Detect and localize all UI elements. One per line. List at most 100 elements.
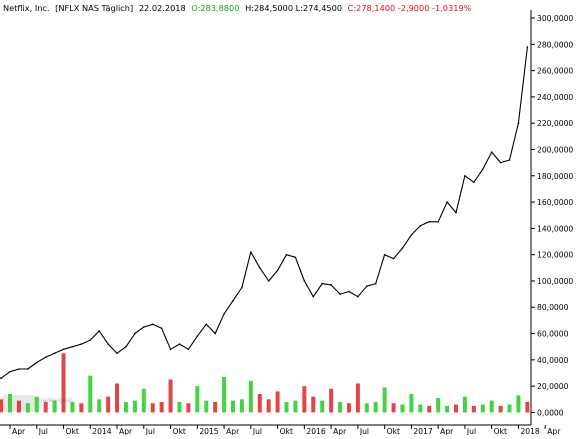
volume-bar (373, 401, 378, 413)
price-point (446, 201, 448, 203)
volume-bar (462, 396, 467, 413)
price-point (517, 122, 520, 124)
price-point (312, 295, 315, 298)
y-axis: 0,0000 20,0000 40,0000 60,0000 80,0000 100,00… (531, 14, 573, 417)
volume-bar (480, 404, 485, 413)
header-line: Netflix, Inc. [NFLX NAS Täglich] 22.02.2… (3, 3, 472, 13)
y-tick-label: 0,0000 (537, 408, 564, 417)
price-point (526, 46, 529, 48)
price-point (214, 332, 216, 335)
price-point (392, 257, 395, 260)
price-point (98, 330, 100, 332)
volume-bar (257, 394, 262, 413)
price-point (330, 284, 332, 286)
volume-bar (284, 401, 289, 413)
volume-bar (213, 401, 218, 413)
price-point (125, 345, 127, 348)
price-point (62, 348, 65, 351)
header-date: 22.02.2018 (139, 3, 186, 13)
price-point (419, 224, 422, 227)
volume-bar (311, 396, 316, 413)
volume-bar (391, 403, 396, 413)
price-point (267, 280, 270, 282)
price-point (339, 293, 341, 295)
volume-bar (177, 401, 182, 413)
x-tick-label: Okt (280, 427, 293, 435)
volume-bar (123, 401, 128, 413)
price-point (205, 323, 208, 326)
volume-bar (409, 394, 414, 413)
price-point (473, 181, 475, 184)
price-point (437, 220, 439, 223)
price-point (116, 352, 118, 355)
price-point (71, 345, 74, 348)
y-tick-label: 40,0000 (537, 356, 569, 365)
y-tick-label: 160,0000 (537, 198, 573, 207)
volume-bar (364, 403, 369, 413)
price-point (9, 370, 11, 373)
price-point (250, 251, 252, 253)
volume-bar (329, 388, 334, 413)
volume-bar (97, 399, 102, 413)
x-tick-label: Okt (173, 427, 186, 435)
y-tick-label: 280,0000 (537, 40, 573, 49)
volume-bar (79, 403, 84, 413)
price-point (89, 339, 92, 341)
price-series (0, 46, 529, 380)
price-point (276, 269, 279, 272)
volume-bar (61, 353, 66, 413)
x-tick-label: Apr (119, 427, 133, 435)
y-tick-label: 80,0000 (537, 303, 569, 312)
volume-bar (400, 404, 405, 413)
price-point (169, 348, 172, 351)
y-tick-label: 100,0000 (537, 277, 573, 286)
price-point (241, 286, 243, 289)
x-tick-label: Apr (12, 427, 26, 435)
x-tick-label: 2014 (92, 427, 111, 435)
y-tick-label: 260,0000 (537, 67, 573, 76)
price-point (0, 377, 2, 380)
price-point (258, 267, 261, 269)
x-tick-label: Okt (387, 427, 400, 435)
volume-bar (516, 395, 521, 413)
volume-bar (150, 403, 155, 413)
price-point (151, 323, 154, 326)
volume-bar (302, 386, 307, 413)
price-point (428, 220, 431, 223)
plot-frame (0, 10, 532, 426)
volume-bar (106, 396, 111, 413)
volume-bar (132, 400, 137, 413)
volume-bar (0, 399, 4, 413)
volume-bar (70, 401, 75, 413)
volume-bar (239, 399, 244, 413)
price-point (481, 168, 484, 170)
price-point (35, 361, 38, 364)
volume-bar (16, 400, 21, 413)
watermark-text: tradesignal (38, 397, 72, 404)
x-tick-label: Okt (494, 427, 507, 435)
price-point (18, 368, 20, 370)
price-point (44, 356, 47, 359)
volume-bar (115, 383, 120, 413)
price-point (401, 247, 404, 249)
volume-bar (436, 397, 441, 413)
volume-bar (293, 400, 298, 413)
price-point (410, 234, 413, 236)
price-point (285, 253, 288, 256)
price-point (499, 161, 502, 164)
header-high: H:284,5000 (245, 3, 293, 13)
volume-bar (222, 376, 227, 413)
volume-bar (8, 394, 12, 413)
price-point (178, 343, 181, 345)
x-tick-label: Apr (547, 427, 561, 435)
volume-bar (186, 403, 191, 413)
x-tick-label: Jul (38, 427, 48, 435)
x-tick-label: Apr (440, 427, 454, 435)
x-tick-label: Jul (145, 427, 155, 435)
price-point (134, 332, 136, 335)
price-point (223, 313, 225, 315)
price-point (80, 343, 83, 345)
volume-bar (427, 405, 432, 413)
